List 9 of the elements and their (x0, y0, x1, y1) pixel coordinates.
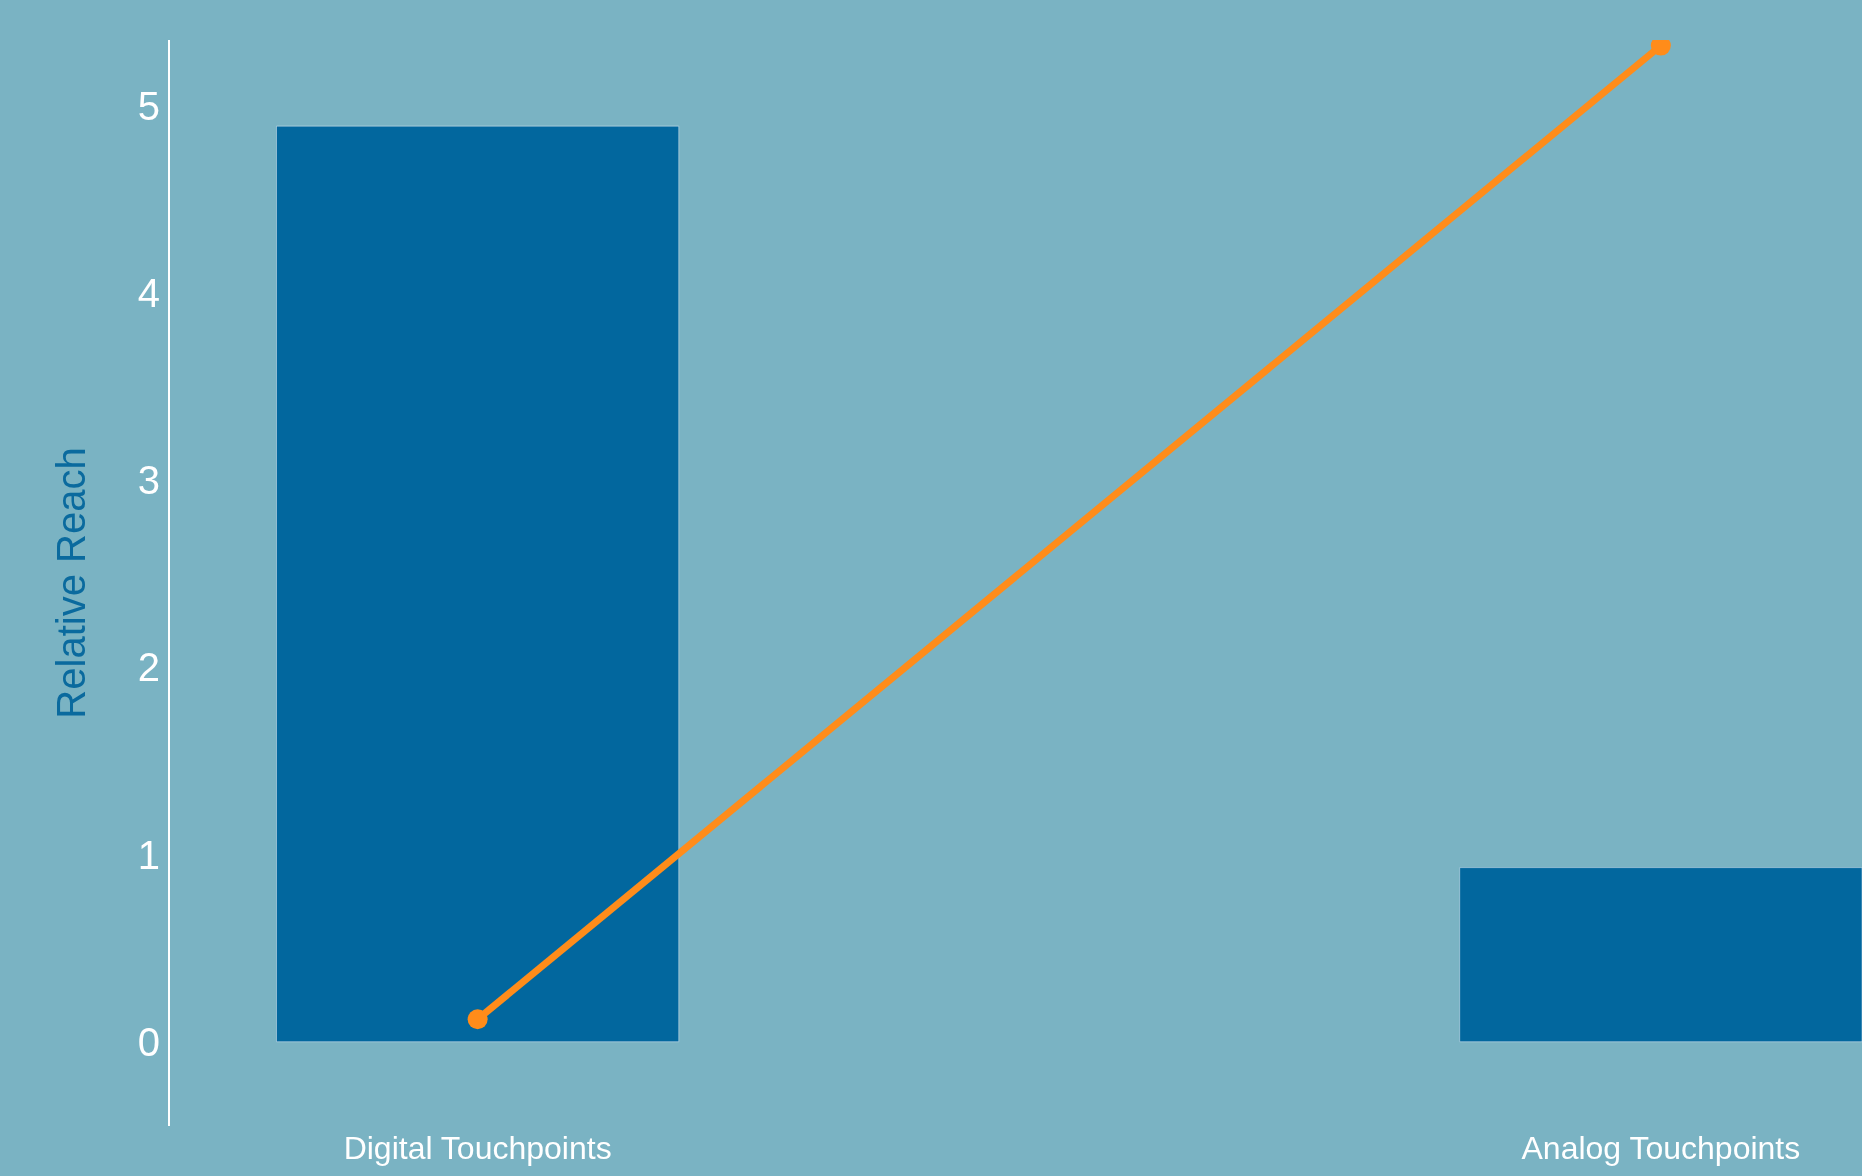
y-tick-label: 0 (137, 1019, 160, 1064)
x-tick-label: Digital Touchpoints (343, 1130, 612, 1166)
y-axis-title: Relative Reach (48, 447, 93, 719)
y-tick-label: 1 (137, 832, 160, 877)
y-tick-label: 2 (137, 645, 160, 690)
y-tick-label: 5 (137, 83, 160, 128)
y-tick-label: 3 (137, 458, 160, 503)
y-tick-label: 4 (137, 270, 160, 315)
x-tick-label: Analog Touchpoints (1521, 1130, 1801, 1166)
